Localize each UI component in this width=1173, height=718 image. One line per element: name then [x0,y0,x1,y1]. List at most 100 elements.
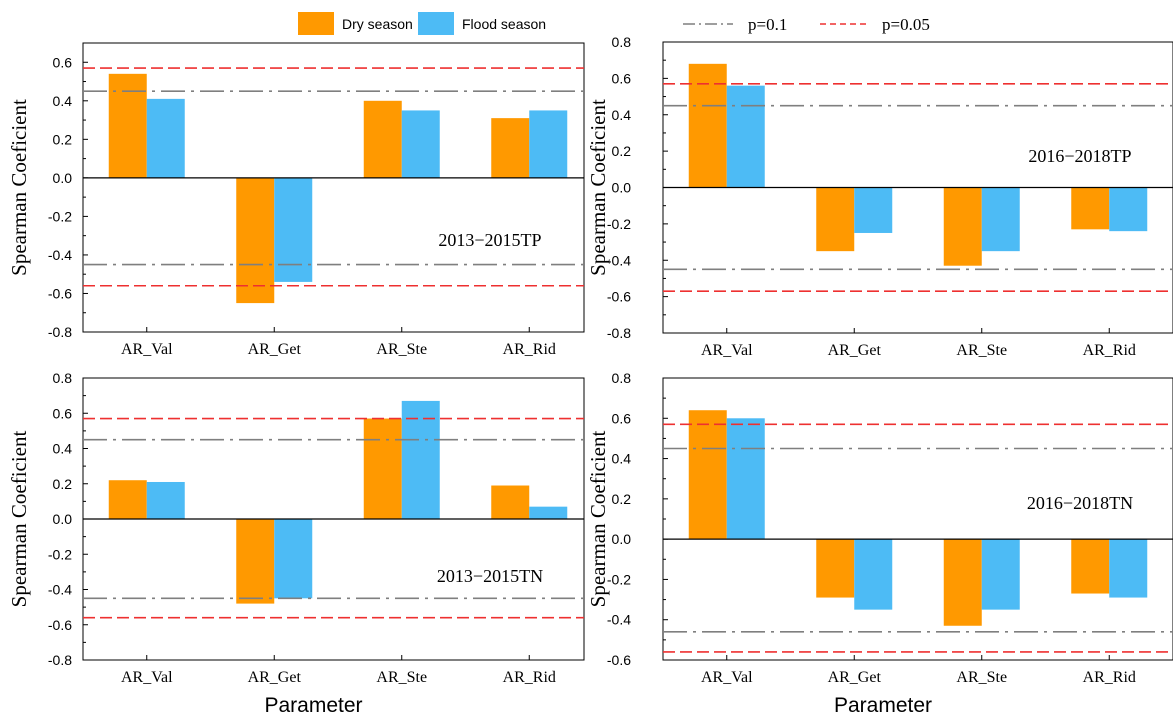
y-tick-label: -0.6 [48,617,72,633]
legend-label-dry: Dry season [342,16,413,32]
bar-flood-ar-ste [981,187,1020,252]
bar-flood-ar-get [274,519,313,599]
legend-label-flood: Flood season [462,16,546,32]
y-tick-label: -0.8 [607,325,631,341]
y-tick-label: -0.8 [48,324,72,340]
bar-dry-ar-rid [1071,539,1110,594]
y-axis-label: Spearman Coeficient [7,99,31,276]
chart-panel-bottom-left: -0.8 -0.6 -0.4 -0.2 0.0 0.2 0.4 0.6 0.8 Spearman … [7,370,585,717]
y-tick-label: 0.2 [53,131,73,147]
x-tick-label: AR_Ste [956,342,1007,359]
bar-dry-ar-rid [1071,187,1110,230]
x-axis-label: Parameter [834,694,932,717]
bar-dry-ar-get [236,177,275,304]
legend: Dry season Flood season p=0.1 p=0.05 [298,12,930,35]
bar-flood-ar-get [854,539,893,610]
bar-dry-ar-rid [491,485,530,519]
panel-annotation: 2016−2018TN [1027,493,1133,513]
bar-dry-ar-val [688,63,727,188]
y-axis-label: Spearman Coeficient [586,99,610,276]
y-tick-label: 0.0 [612,180,632,196]
panel-annotation: 2013−2015TN [437,566,543,586]
y-tick-label: -0.4 [48,247,72,263]
x-tick-label: AR_Get [828,669,882,686]
bar-dry-ar-ste [943,539,982,626]
chart-panel-top-right: -0.8 -0.6 -0.4 -0.2 0.0 0.2 0.4 0.6 0.8 Spearman … [586,34,1173,359]
legend-swatch-flood [418,12,454,35]
y-tick-label: -0.4 [48,582,72,598]
bar-flood-ar-ste [401,400,440,519]
x-tick-label: AR_Get [828,342,882,359]
y-tick-label: 0.6 [53,54,73,70]
y-tick-label: -0.4 [607,612,631,628]
bar-dry-ar-get [816,187,855,252]
x-tick-label: AR_Get [248,669,302,686]
plot-frame [82,42,585,333]
y-tick-label: 0.2 [612,143,632,159]
legend-label-p005: p=0.05 [882,15,930,34]
y-tick-label: 0.4 [53,93,73,109]
bar-dry-ar-val [688,410,727,540]
y-tick-label: 0.6 [53,405,73,421]
y-tick-label: -0.2 [48,546,72,562]
legend-label-p01: p=0.1 [748,15,787,34]
y-tick-label: -0.4 [607,252,631,268]
bar-flood-ar-ste [981,539,1020,610]
bar-flood-ar-val [146,481,185,519]
y-tick-label: 0.2 [53,476,73,492]
chart-panel-bottom-right: -0.6 -0.4 -0.2 0.0 0.2 0.4 0.6 0.8 Spearman Coef… [586,370,1173,717]
x-tick-label: AR_Rid [503,341,556,358]
bar-dry-ar-rid [491,118,530,178]
y-tick-label: 0.4 [53,441,73,457]
y-tick-label: -0.2 [607,216,631,232]
y-tick-label: 0.6 [612,70,632,86]
bar-flood-ar-get [854,187,893,233]
bar-dry-ar-ste [943,187,982,266]
bar-dry-ar-get [236,519,275,604]
x-tick-label: AR_Ste [376,669,427,686]
x-tick-label: AR_Rid [1083,342,1136,359]
y-tick-label: 0.8 [612,34,632,50]
x-tick-label: AR_Ste [376,341,427,358]
bar-dry-ar-val [108,73,147,178]
y-tick-label: 0.0 [612,531,632,547]
bar-dry-ar-ste [363,418,402,519]
bar-dry-ar-val [108,480,147,519]
y-tick-label: 0.0 [53,511,73,527]
y-tick-label: -0.2 [607,571,631,587]
bar-flood-ar-val [726,418,765,540]
x-axis-label: Parameter [264,694,362,717]
y-axis-label: Spearman Coeficient [7,430,31,607]
bar-flood-ar-ste [401,110,440,178]
y-tick-label: -0.2 [48,208,72,224]
bar-flood-ar-val [726,85,765,188]
x-tick-label: AR_Val [701,342,753,359]
bar-flood-ar-rid [1109,539,1148,598]
y-tick-label: 0.2 [612,491,632,507]
x-tick-label: AR_Val [121,341,173,358]
bar-flood-ar-rid [529,506,568,519]
bar-flood-ar-get [274,177,313,282]
bar-flood-ar-rid [1109,187,1148,232]
y-tick-label: 0.4 [612,107,632,123]
y-tick-label: 0.0 [53,170,73,186]
x-tick-label: AR_Val [701,669,753,686]
y-tick-label: -0.6 [607,289,631,305]
y-tick-label: 0.4 [612,451,632,467]
chart-panel-top-left: -0.8 -0.6 -0.4 -0.2 0.0 0.2 0.4 0.6 Spearman Coe… [7,42,585,358]
y-tick-label: 0.8 [53,370,73,386]
y-tick-label: 0.6 [612,410,632,426]
x-tick-label: AR_Get [248,341,302,358]
y-tick-label: -0.6 [48,285,72,301]
panel-annotation: 2016−2018TP [1028,146,1131,166]
x-tick-label: AR_Rid [1083,669,1136,686]
x-tick-label: AR_Rid [503,669,556,686]
panel-annotation: 2013−2015TP [438,230,541,250]
bar-flood-ar-val [146,98,185,178]
x-tick-label: AR_Ste [956,669,1007,686]
y-tick-label: -0.6 [607,652,631,668]
legend-swatch-dry [298,12,334,35]
bar-dry-ar-get [816,539,855,598]
bar-dry-ar-ste [363,100,402,178]
